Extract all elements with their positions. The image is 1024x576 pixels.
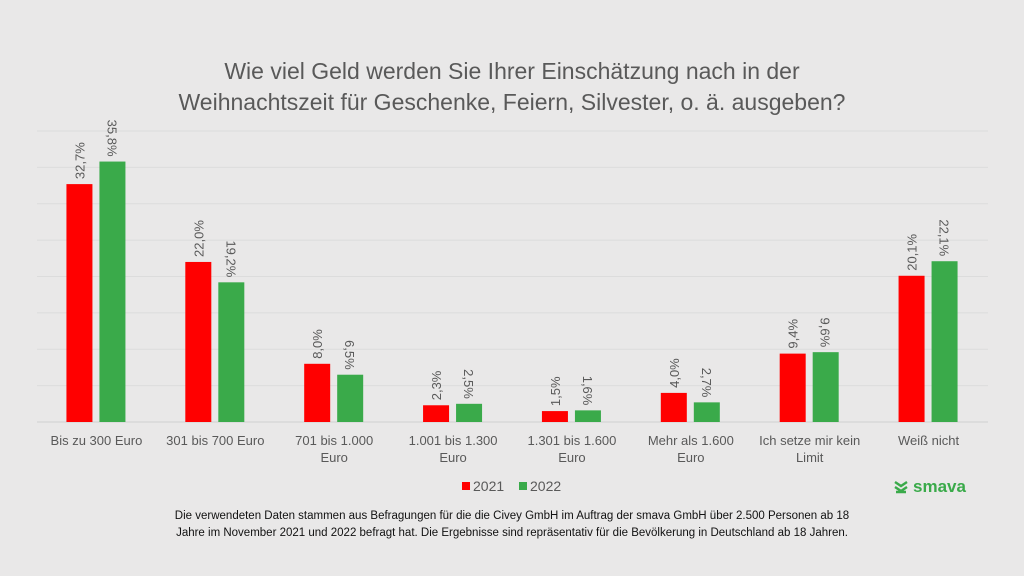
bar-2022 [218, 282, 245, 422]
bar-2022 [693, 402, 720, 422]
bar-2021 [185, 261, 212, 422]
smava-logo: smava [893, 477, 966, 497]
data-label: 1,5% [548, 376, 563, 406]
bar-2021 [898, 275, 925, 422]
category-label: Weiß nicht [898, 433, 960, 448]
category-label: Euro [558, 450, 585, 465]
brand-name: smava [913, 477, 966, 496]
bar-2022 [99, 161, 126, 422]
category-label: Ich setze mir kein [759, 433, 860, 448]
category-label: Limit [796, 450, 824, 465]
category-label: 701 bis 1.000 [295, 433, 373, 448]
legend-swatch-2021 [462, 482, 470, 490]
data-label: 9,4% [786, 319, 801, 349]
bar-2021 [660, 392, 687, 422]
source-note: Die verwendeten Daten stammen aus Befrag… [0, 508, 1024, 542]
category-label: Euro [439, 450, 466, 465]
smava-chevron-icon [894, 481, 908, 494]
bar-2022 [456, 403, 483, 422]
data-label: 8,0% [310, 329, 325, 359]
bar-2021 [66, 184, 93, 422]
category-label: Bis zu 300 Euro [51, 433, 143, 448]
title-line: Wie viel Geld werden Sie Ihrer Einschätz… [224, 58, 800, 84]
data-label: 2,5% [461, 369, 476, 399]
data-label: 4,0% [667, 358, 682, 388]
data-label: 35,8% [104, 120, 119, 157]
bar-2021 [304, 363, 331, 422]
data-label: 32,7% [72, 142, 87, 179]
data-label: 22,0% [191, 220, 206, 257]
data-label: 2,7% [699, 368, 714, 398]
category-label: Euro [320, 450, 347, 465]
category-label: 1.001 bis 1.300 [409, 433, 498, 448]
legend-swatch-2022 [519, 482, 527, 490]
data-label: 19,2% [223, 240, 238, 277]
bar-2021 [541, 411, 568, 422]
note-line: Die verwendeten Daten stammen aus Befrag… [174, 510, 850, 522]
data-label: 2,3% [429, 370, 444, 400]
bar-2021 [423, 405, 450, 422]
chart-title: Wie viel Geld werden Sie Ihrer Einschätz… [0, 56, 1024, 118]
category-label: 301 bis 700 Euro [166, 433, 264, 448]
category-label: Mehr als 1.600 [648, 433, 734, 448]
data-label: 9,6% [818, 318, 833, 348]
note-line: Jahre im November 2021 und 2022 befragt … [176, 527, 848, 539]
bar-2022 [931, 261, 958, 422]
bar-2021 [779, 353, 806, 422]
data-label: 6,5% [342, 340, 357, 370]
category-label: Euro [677, 450, 704, 465]
bar-2022 [812, 352, 839, 422]
bar-2022 [574, 410, 601, 422]
title-line: Weihnachtszeit für Geschenke, Feiern, Si… [178, 89, 846, 115]
legend-label: 2022 [530, 478, 561, 494]
data-label: 20,1% [905, 233, 920, 270]
data-label: 1,6% [580, 376, 595, 406]
bar-2022 [337, 374, 364, 422]
legend-label: 2021 [473, 478, 504, 494]
data-label: 22,1% [937, 219, 952, 256]
category-label: 1.301 bis 1.600 [527, 433, 616, 448]
